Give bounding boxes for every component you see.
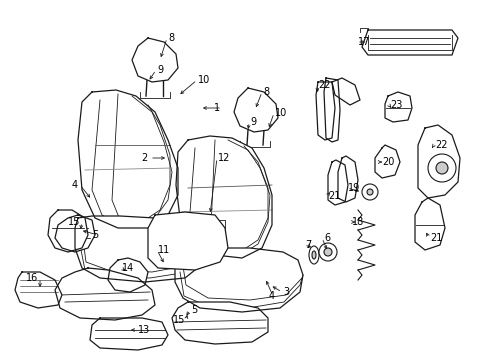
Polygon shape xyxy=(327,160,347,205)
Text: 22: 22 xyxy=(434,140,447,150)
Polygon shape xyxy=(175,248,303,312)
Polygon shape xyxy=(148,212,227,270)
Circle shape xyxy=(435,162,447,174)
Text: 8: 8 xyxy=(168,33,174,43)
Text: 20: 20 xyxy=(381,157,393,167)
Text: 15: 15 xyxy=(67,217,80,227)
Polygon shape xyxy=(417,125,459,198)
Circle shape xyxy=(366,189,372,195)
Polygon shape xyxy=(48,210,88,252)
Text: 16: 16 xyxy=(26,273,38,283)
Polygon shape xyxy=(132,38,178,82)
Ellipse shape xyxy=(308,246,318,264)
Text: 18: 18 xyxy=(351,217,364,227)
Polygon shape xyxy=(90,318,168,350)
Text: 8: 8 xyxy=(263,87,268,97)
Text: 19: 19 xyxy=(347,183,360,193)
Text: 3: 3 xyxy=(283,287,288,297)
Text: 9: 9 xyxy=(249,117,256,127)
Text: 2: 2 xyxy=(142,153,148,163)
Polygon shape xyxy=(78,90,178,228)
Text: 9: 9 xyxy=(157,65,163,75)
Text: 22: 22 xyxy=(317,80,330,90)
Text: 21: 21 xyxy=(327,191,340,201)
Polygon shape xyxy=(75,216,207,282)
Polygon shape xyxy=(234,88,278,132)
Circle shape xyxy=(427,154,455,182)
Polygon shape xyxy=(331,78,359,105)
Polygon shape xyxy=(315,82,334,140)
Polygon shape xyxy=(172,302,267,344)
Text: 6: 6 xyxy=(324,233,329,243)
Text: 14: 14 xyxy=(122,263,134,273)
Text: 4: 4 xyxy=(72,180,78,190)
Polygon shape xyxy=(361,30,457,55)
Polygon shape xyxy=(176,136,271,258)
Circle shape xyxy=(361,184,377,200)
Polygon shape xyxy=(384,92,411,122)
Circle shape xyxy=(318,243,336,261)
Polygon shape xyxy=(55,268,155,320)
Text: 12: 12 xyxy=(218,153,230,163)
Ellipse shape xyxy=(311,251,315,259)
Polygon shape xyxy=(337,156,357,202)
Text: 10: 10 xyxy=(198,75,210,85)
Circle shape xyxy=(324,248,331,256)
Polygon shape xyxy=(15,272,62,308)
Text: 21: 21 xyxy=(429,233,442,243)
Text: 15: 15 xyxy=(172,315,184,325)
Text: 10: 10 xyxy=(274,108,286,118)
Polygon shape xyxy=(108,258,148,292)
Text: 4: 4 xyxy=(268,291,274,301)
Text: 1: 1 xyxy=(213,103,220,113)
Polygon shape xyxy=(55,215,95,252)
Text: 23: 23 xyxy=(389,100,402,110)
Polygon shape xyxy=(374,145,399,178)
Polygon shape xyxy=(324,78,339,142)
Text: 5: 5 xyxy=(92,230,98,240)
Text: 5: 5 xyxy=(191,305,197,315)
Text: 13: 13 xyxy=(138,325,150,335)
Text: 11: 11 xyxy=(158,245,170,255)
Polygon shape xyxy=(414,198,444,250)
Text: 17: 17 xyxy=(357,37,369,47)
Text: 7: 7 xyxy=(305,240,311,250)
